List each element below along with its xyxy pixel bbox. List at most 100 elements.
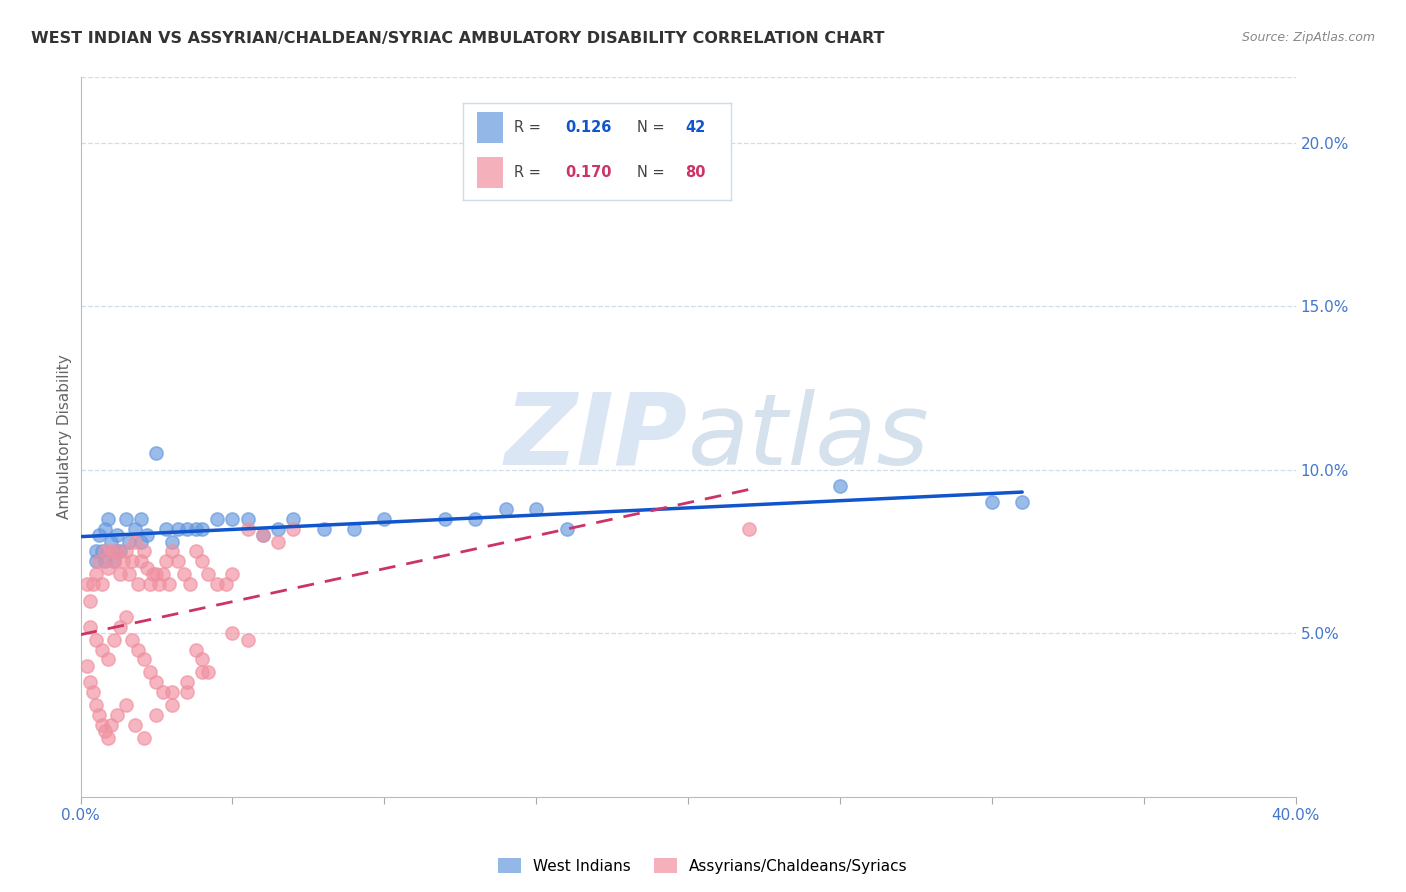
Point bbox=[115, 610, 138, 624]
Point bbox=[94, 724, 117, 739]
Point bbox=[82, 577, 104, 591]
Point bbox=[90, 642, 112, 657]
Point bbox=[76, 577, 98, 591]
Point bbox=[121, 632, 143, 647]
Point bbox=[139, 665, 162, 680]
Point bbox=[236, 522, 259, 536]
Point bbox=[145, 675, 167, 690]
Point bbox=[84, 544, 107, 558]
Point bbox=[166, 522, 188, 536]
Point bbox=[191, 554, 214, 568]
Legend: West Indians, Assyrians/Chaldeans/Syriacs: West Indians, Assyrians/Chaldeans/Syriac… bbox=[492, 852, 914, 880]
Point bbox=[157, 577, 180, 591]
Point bbox=[79, 620, 101, 634]
Point bbox=[87, 554, 110, 568]
Point bbox=[108, 620, 131, 634]
Point bbox=[221, 567, 243, 582]
Point bbox=[94, 522, 117, 536]
Point bbox=[343, 522, 366, 536]
Point bbox=[191, 665, 214, 680]
Point bbox=[90, 718, 112, 732]
Point bbox=[87, 528, 110, 542]
Point bbox=[103, 632, 125, 647]
Point bbox=[84, 567, 107, 582]
Point bbox=[105, 544, 128, 558]
Point bbox=[124, 522, 146, 536]
Point bbox=[267, 534, 290, 549]
Point bbox=[148, 577, 170, 591]
Point bbox=[179, 577, 201, 591]
Point bbox=[205, 512, 228, 526]
Point bbox=[236, 512, 259, 526]
Point bbox=[1011, 495, 1033, 509]
Point bbox=[134, 652, 156, 666]
Point bbox=[197, 567, 219, 582]
Point bbox=[145, 708, 167, 723]
Point bbox=[105, 528, 128, 542]
Point bbox=[155, 554, 177, 568]
Point bbox=[100, 544, 122, 558]
Point bbox=[281, 512, 304, 526]
Point bbox=[145, 567, 167, 582]
Point bbox=[205, 577, 228, 591]
Point bbox=[142, 567, 165, 582]
Point bbox=[84, 554, 107, 568]
Point bbox=[90, 577, 112, 591]
Point bbox=[136, 528, 159, 542]
Point bbox=[100, 718, 122, 732]
Point bbox=[84, 698, 107, 713]
Point bbox=[112, 554, 135, 568]
Point bbox=[281, 522, 304, 536]
Point bbox=[176, 675, 198, 690]
Point bbox=[121, 554, 143, 568]
Point bbox=[103, 554, 125, 568]
Point bbox=[184, 544, 207, 558]
Point bbox=[103, 554, 125, 568]
Point bbox=[82, 685, 104, 699]
Point bbox=[134, 731, 156, 745]
Point bbox=[127, 577, 149, 591]
Text: Source: ZipAtlas.com: Source: ZipAtlas.com bbox=[1241, 31, 1375, 45]
Point bbox=[160, 685, 183, 699]
Point bbox=[524, 502, 547, 516]
Point bbox=[738, 522, 761, 536]
Point bbox=[97, 652, 120, 666]
Point bbox=[312, 522, 335, 536]
Point bbox=[160, 534, 183, 549]
Point bbox=[152, 567, 174, 582]
Point bbox=[152, 685, 174, 699]
Point bbox=[76, 659, 98, 673]
Text: WEST INDIAN VS ASSYRIAN/CHALDEAN/SYRIAC AMBULATORY DISABILITY CORRELATION CHART: WEST INDIAN VS ASSYRIAN/CHALDEAN/SYRIAC … bbox=[31, 31, 884, 46]
Point bbox=[176, 685, 198, 699]
Point bbox=[105, 544, 128, 558]
Point bbox=[97, 561, 120, 575]
Point bbox=[100, 534, 122, 549]
Point bbox=[90, 544, 112, 558]
Point bbox=[555, 522, 578, 536]
Point bbox=[105, 708, 128, 723]
Point bbox=[124, 534, 146, 549]
Point bbox=[134, 544, 156, 558]
Point bbox=[94, 554, 117, 568]
Point bbox=[176, 522, 198, 536]
Point bbox=[373, 512, 395, 526]
Point bbox=[173, 567, 195, 582]
Point bbox=[828, 479, 851, 493]
Point bbox=[108, 567, 131, 582]
Point bbox=[118, 534, 141, 549]
Point bbox=[434, 512, 457, 526]
Point bbox=[97, 731, 120, 745]
Point bbox=[129, 512, 152, 526]
Point bbox=[84, 632, 107, 647]
Text: atlas: atlas bbox=[688, 389, 929, 485]
Point bbox=[184, 642, 207, 657]
Point bbox=[495, 502, 517, 516]
Point bbox=[97, 512, 120, 526]
Point bbox=[236, 632, 259, 647]
Point bbox=[184, 522, 207, 536]
Point bbox=[145, 446, 167, 460]
Point bbox=[115, 544, 138, 558]
Point bbox=[94, 544, 117, 558]
Point bbox=[166, 554, 188, 568]
Point bbox=[115, 698, 138, 713]
